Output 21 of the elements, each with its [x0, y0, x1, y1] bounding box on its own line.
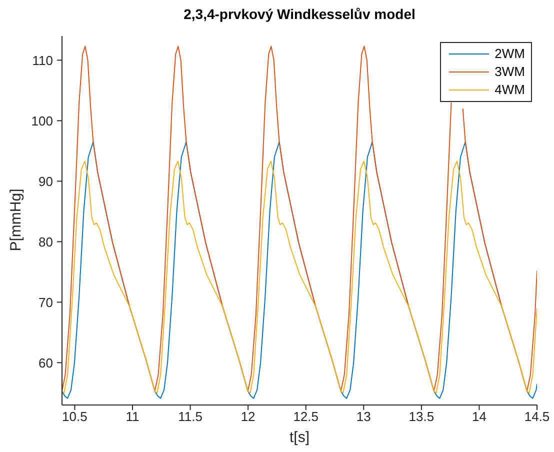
- chart-title: 2,3,4-prvkový Windkesselův model: [182, 6, 416, 22]
- y-tick-label: 110: [32, 52, 53, 68]
- legend-label: 3WM: [494, 63, 525, 81]
- y-tick-label: 80: [38, 234, 53, 250]
- x-tick-label: 13.5: [408, 409, 434, 424]
- legend-label: 4WM: [494, 81, 525, 99]
- x-tick-label: 14: [472, 409, 486, 424]
- x-tick-label: 11.5: [178, 409, 202, 424]
- y-tick-label: 100: [31, 113, 53, 128]
- y-tick-label: 60: [38, 355, 53, 370]
- x-tick-label: 12.5: [293, 409, 319, 424]
- x-tick-label: 14.5: [524, 409, 550, 424]
- x-tick-label: 11: [126, 409, 140, 424]
- y-axis-title: P[mmHg]: [8, 188, 24, 252]
- x-tick-label: 10.5: [62, 409, 88, 424]
- x-tick-label: 13: [356, 409, 371, 424]
- y-tick-label: 70: [38, 294, 53, 310]
- x-axis-title: t[s]: [288, 429, 310, 446]
- y-tick-label: 90: [38, 174, 53, 189]
- legend-label: 2WM: [494, 45, 525, 63]
- x-tick-label: 12: [240, 409, 256, 424]
